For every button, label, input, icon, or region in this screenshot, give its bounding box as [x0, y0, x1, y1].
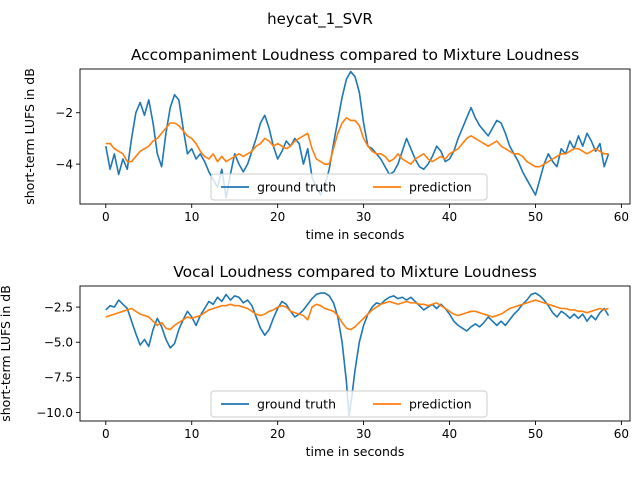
y-tick-label: −7.5	[44, 371, 73, 385]
x-tick-label: 10	[184, 210, 199, 224]
y-tick-label: −2	[55, 106, 73, 120]
chart-title: Vocal Loudness compared to Mixture Loudn…	[173, 263, 537, 281]
y-tick-label: −10.0	[36, 406, 73, 420]
chart-title: Accompaniment Loudness compared to Mixtu…	[131, 46, 579, 64]
x-tick-label: 50	[528, 427, 543, 441]
x-tick-label: 0	[102, 210, 110, 224]
series-line-ground-truth	[105, 292, 610, 417]
series-line-prediction	[105, 299, 609, 331]
x-tick-label: 40	[442, 210, 457, 224]
y-axis-label: short-term LUFS in dB	[0, 285, 13, 422]
legend: ground truth prediction	[210, 173, 488, 201]
y-tick-label: −5.0	[44, 336, 73, 350]
plot-frame	[79, 68, 631, 205]
x-tick-label: 20	[270, 427, 285, 441]
x-tick-label: 40	[442, 427, 457, 441]
series-line-prediction	[105, 117, 609, 168]
legend: ground truth prediction	[210, 390, 488, 418]
series-line-ground-truth	[104, 70, 610, 199]
y-tick-label: −4	[55, 157, 73, 171]
legend-label: prediction	[409, 397, 472, 412]
y-tick-label: −2.5	[44, 300, 73, 314]
legend-label: ground truth	[257, 180, 336, 195]
figure-title: heycat_1_SVR	[267, 10, 373, 29]
x-tick-label: 30	[356, 427, 371, 441]
x-tick-label: 10	[184, 427, 199, 441]
x-tick-label: 30	[356, 210, 371, 224]
legend-label: prediction	[409, 180, 472, 195]
vocal-chart: Vocal Loudness compared to Mixture Loudn…	[0, 263, 631, 459]
y-axis-label: short-term LUFS in dB	[22, 68, 37, 205]
x-tick-label: 60	[614, 210, 629, 224]
x-axis-label: time in seconds	[306, 444, 405, 459]
x-tick-label: 50	[528, 210, 543, 224]
x-tick-label: 60	[614, 427, 629, 441]
x-tick-label: 20	[270, 210, 285, 224]
plot-frame	[79, 285, 631, 422]
legend-label: ground truth	[257, 397, 336, 412]
x-axis-label: time in seconds	[306, 227, 405, 242]
x-tick-label: 0	[102, 427, 110, 441]
accompaniment-chart: Accompaniment Loudness compared to Mixtu…	[22, 46, 631, 242]
